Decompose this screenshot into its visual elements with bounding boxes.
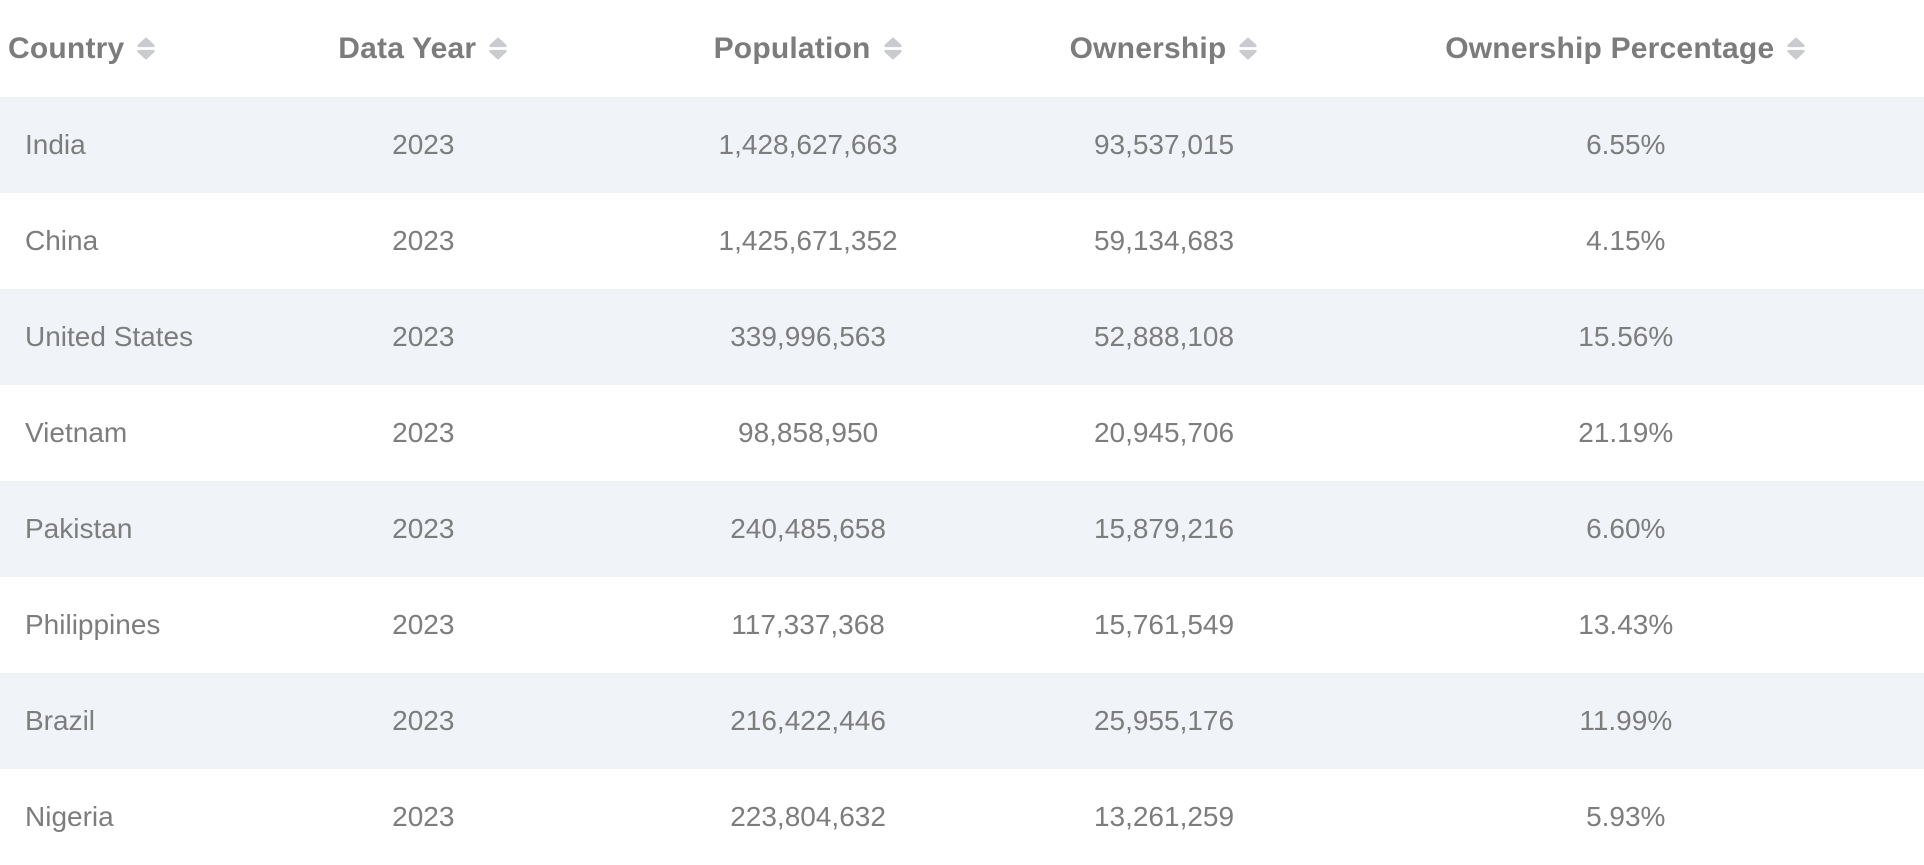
cell-data-year: 2023 bbox=[392, 801, 455, 832]
cell-data-year: 2023 bbox=[392, 129, 455, 160]
column-header-population[interactable]: Population bbox=[615, 0, 1001, 97]
cell-ownership: 59,134,683 bbox=[1093, 225, 1235, 256]
cell-country: United States bbox=[25, 321, 194, 352]
cell-country: Philippines bbox=[25, 609, 161, 640]
cell-ownership-percentage: 6.60% bbox=[1586, 513, 1666, 544]
cell-population: 223,804,632 bbox=[730, 801, 886, 832]
sort-arrows-icon bbox=[1787, 37, 1805, 60]
cell-ownership: 15,761,549 bbox=[1093, 609, 1235, 640]
column-header-data-year[interactable]: Data Year bbox=[230, 0, 616, 97]
cell-ownership: 25,955,176 bbox=[1093, 705, 1235, 736]
cell-data-year: 2023 bbox=[392, 609, 455, 640]
cell-ownership-percentage: 15.56% bbox=[1578, 321, 1674, 352]
cell-ownership: 20,945,706 bbox=[1093, 417, 1235, 448]
cell-population: 240,485,658 bbox=[730, 513, 886, 544]
column-header-ownership[interactable]: Ownership bbox=[1000, 0, 1328, 97]
sort-arrows-icon bbox=[489, 37, 507, 60]
cell-data-year: 2023 bbox=[392, 417, 455, 448]
table-row: Pakistan 2023 240,485,658 15,879,216 6.60% bbox=[0, 481, 1924, 577]
cell-ownership-percentage: 6.55% bbox=[1586, 129, 1666, 160]
cell-population: 1,425,671,352 bbox=[718, 225, 898, 256]
cell-ownership: 13,261,259 bbox=[1093, 801, 1235, 832]
cell-population: 117,337,368 bbox=[731, 609, 885, 640]
column-label: Ownership Percentage bbox=[1445, 31, 1775, 65]
cell-ownership-percentage: 13.43% bbox=[1578, 609, 1674, 640]
cell-ownership: 52,888,108 bbox=[1093, 321, 1235, 352]
cell-data-year: 2023 bbox=[392, 321, 455, 352]
cell-ownership-percentage: 21.19% bbox=[1578, 417, 1674, 448]
cell-data-year: 2023 bbox=[392, 705, 455, 736]
column-label: Population bbox=[713, 31, 871, 65]
table-row: Brazil 2023 216,422,446 25,955,176 11.99% bbox=[0, 673, 1924, 769]
cell-ownership-percentage: 5.93% bbox=[1586, 801, 1666, 832]
table-body: India 2023 1,428,627,663 93,537,015 6.55% Chi… bbox=[0, 97, 1924, 865]
header-row: Country Data Year Po bbox=[0, 0, 1924, 97]
sort-arrows-icon bbox=[883, 37, 902, 60]
sort-arrows-icon bbox=[1239, 37, 1258, 60]
cell-ownership: 93,537,015 bbox=[1093, 129, 1235, 160]
cell-ownership: 15,879,216 bbox=[1093, 513, 1235, 544]
cell-country: Vietnam bbox=[25, 417, 128, 448]
table-row: India 2023 1,428,627,663 93,537,015 6.55% bbox=[0, 97, 1924, 193]
cell-data-year: 2023 bbox=[392, 513, 455, 544]
cell-country: India bbox=[25, 129, 86, 160]
cell-data-year: 2023 bbox=[392, 225, 455, 256]
table-row: Nigeria 2023 223,804,632 13,261,259 5.93% bbox=[0, 769, 1924, 865]
table-row: United States 2023 339,996,563 52,888,108 15… bbox=[0, 289, 1924, 385]
cell-country: Brazil bbox=[25, 705, 96, 736]
sort-arrows-icon bbox=[137, 37, 156, 60]
cell-population: 1,428,627,663 bbox=[718, 129, 898, 160]
table-row: Philippines 2023 117,337,368 15,761,549 13.4… bbox=[0, 577, 1924, 673]
cell-ownership-percentage: 11.99% bbox=[1579, 705, 1673, 736]
table-header: Country Data Year Po bbox=[0, 0, 1924, 97]
cell-country: Nigeria bbox=[25, 801, 114, 832]
cell-country: Pakistan bbox=[25, 513, 133, 544]
cell-ownership-percentage: 4.15% bbox=[1586, 225, 1666, 256]
column-label: Ownership bbox=[1069, 31, 1227, 65]
column-header-ownership-percentage[interactable]: Ownership Percentage bbox=[1327, 0, 1924, 97]
cell-population: 216,422,446 bbox=[730, 705, 886, 736]
column-label: Country bbox=[8, 31, 125, 65]
column-label: Data Year bbox=[338, 31, 477, 65]
cell-country: China bbox=[25, 225, 99, 256]
column-header-country[interactable]: Country bbox=[0, 0, 231, 97]
table-row: China 2023 1,425,671,352 59,134,683 4.15% bbox=[0, 193, 1924, 289]
cell-population: 98,858,950 bbox=[738, 417, 879, 448]
table-row: Vietnam 2023 98,858,950 20,945,706 21.19% bbox=[0, 385, 1924, 481]
cell-population: 339,996,563 bbox=[730, 321, 886, 352]
